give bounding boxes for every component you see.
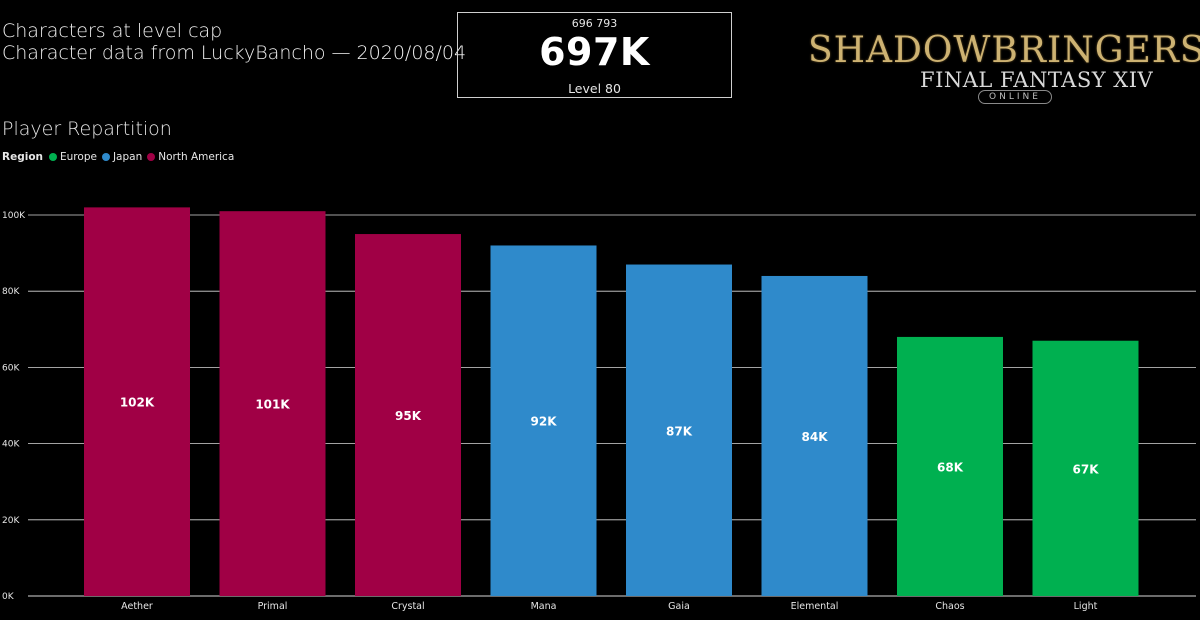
x-tick-label-chaos: Chaos (935, 601, 964, 612)
kpi-exact-value: 696 793 (571, 17, 618, 30)
chart-legend: Region Europe Japan North America (2, 151, 239, 163)
legend-item-japan[interactable]: Japan (101, 151, 143, 163)
page-title: Characters at level cap Character data f… (2, 20, 466, 65)
data-label-primal: 101K (255, 398, 290, 412)
bar-elemental[interactable] (761, 275, 868, 596)
logo-main-text: SHADOWBRINGERS (808, 30, 1200, 71)
x-tick-label-primal: Primal (258, 601, 288, 612)
legend-label-europe: Europe (60, 151, 97, 163)
data-label-elemental: 84K (802, 430, 829, 444)
logo-sub-text: FINAL FANTASY XIV (920, 68, 1154, 92)
bar-mana[interactable] (490, 245, 597, 597)
x-tick-label-light: Light (1074, 601, 1098, 612)
legend-label-japan: Japan (112, 151, 143, 163)
bar-crystal[interactable] (355, 234, 461, 597)
title-line-1: Characters at level cap (2, 20, 223, 42)
data-label-crystal: 95K (395, 409, 422, 423)
data-label-gaia: 87K (666, 424, 693, 438)
kpi-value: 697K (539, 30, 650, 74)
y-tick-label: 40K (2, 440, 20, 450)
x-tick-label-gaia: Gaia (668, 601, 690, 612)
legend-dot-europe (49, 153, 58, 161)
kpi-card: 696 793 697K Level 80 (457, 12, 732, 98)
legend-item-europe[interactable]: Europe (49, 151, 97, 163)
x-tick-label-mana: Mana (531, 601, 557, 612)
chart-title: Player Repartition (2, 118, 172, 140)
title-line-2: Character data from LuckyBancho — 2020/0… (2, 42, 467, 65)
bar-gaia[interactable] (626, 264, 732, 596)
bar-aether[interactable] (84, 207, 190, 596)
y-tick-label: 20K (2, 516, 20, 526)
y-tick-label: 80K (2, 287, 20, 297)
legend-label-north-america: North America (158, 151, 235, 163)
data-label-aether: 102K (120, 396, 155, 410)
x-tick-label-aether: Aether (121, 601, 153, 612)
legend-title: Region (2, 151, 44, 163)
x-tick-label-crystal: Crystal (391, 601, 424, 612)
data-label-chaos: 68K (937, 460, 964, 474)
legend-item-north-america[interactable]: North America (147, 151, 234, 163)
data-label-light: 67K (1073, 462, 1100, 476)
legend-dot-japan (101, 153, 110, 161)
y-tick-label: 0K (2, 592, 15, 602)
bar-primal[interactable] (219, 211, 326, 596)
x-tick-label-elemental: Elemental (791, 601, 839, 612)
bar-chart: 0K 20K 40K 60K 80K 100K 102K Aether 101K Primal 95… (2, 207, 1196, 612)
logo-online-text: ONLINE (978, 90, 1052, 104)
kpi-label: Level 80 (568, 81, 621, 96)
game-logo: SHADOWBRINGERS FINAL FANTASY XIV ONLINE (808, 30, 1200, 110)
data-label-mana: 92K (531, 415, 558, 429)
legend-dot-north-america (147, 153, 156, 161)
y-tick-label: 60K (2, 363, 20, 373)
y-tick-label: 100K (2, 211, 26, 221)
bar-light[interactable] (1032, 340, 1139, 596)
bar-chaos[interactable] (897, 336, 1003, 596)
